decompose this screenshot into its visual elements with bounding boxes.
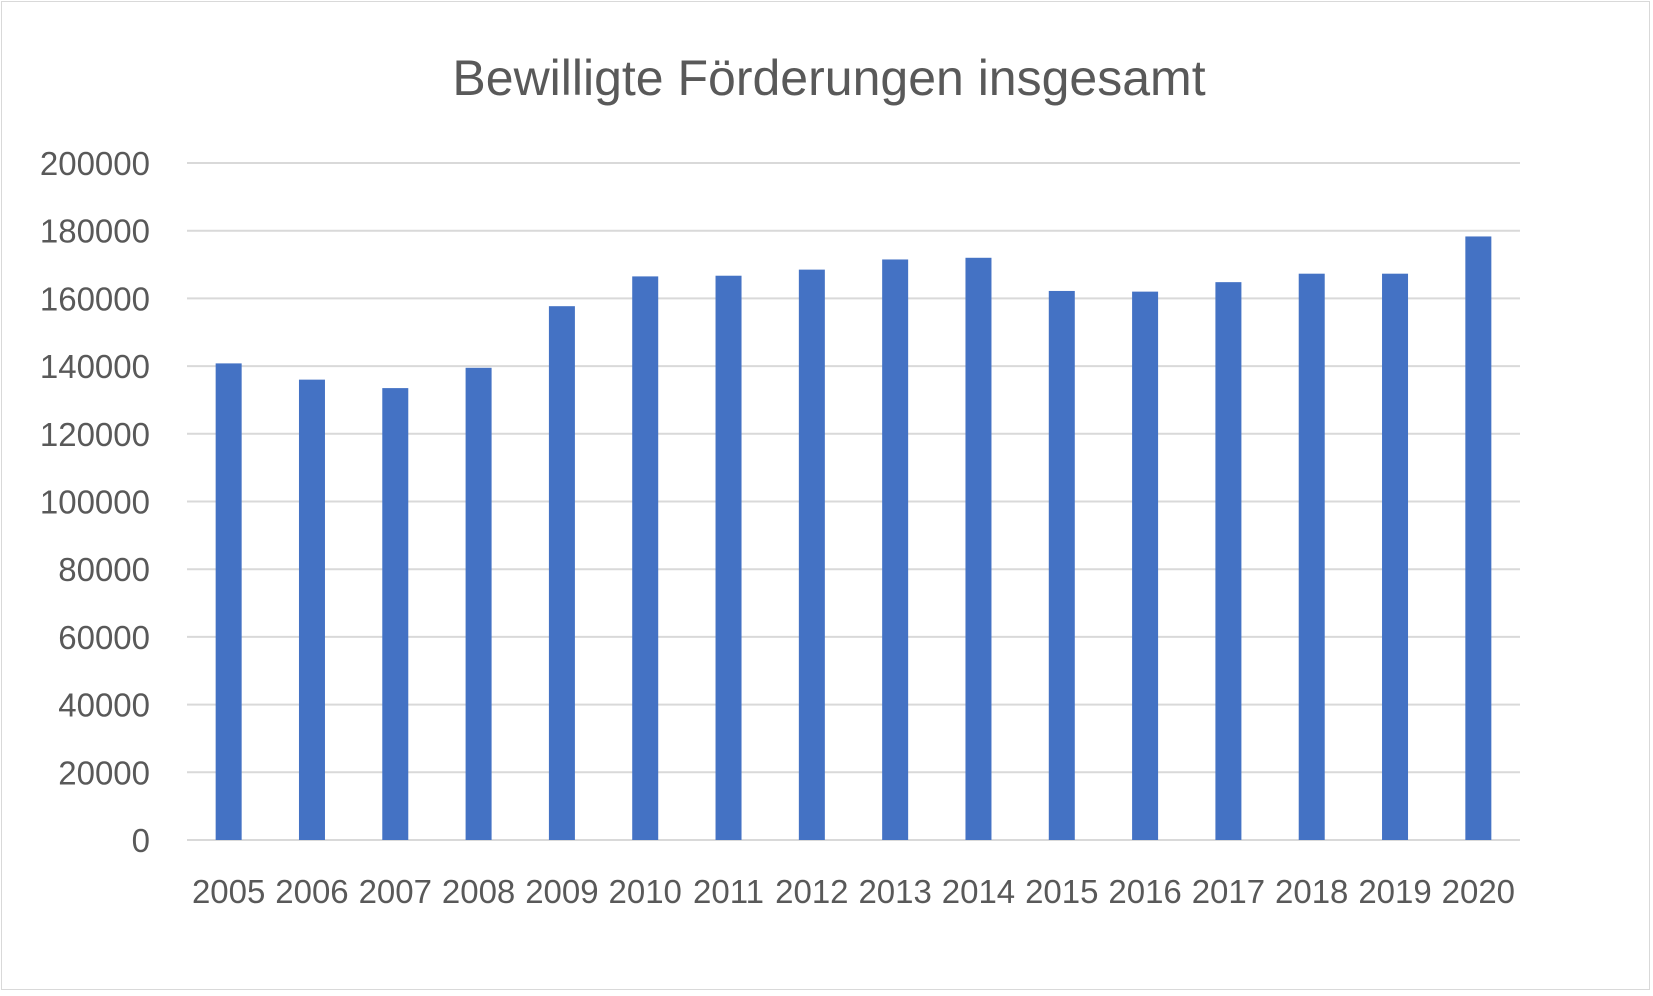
x-tick-label: 2016 xyxy=(1108,873,1181,910)
x-tick-label: 2008 xyxy=(442,873,515,910)
y-tick-label: 20000 xyxy=(58,754,150,791)
bar-2007 xyxy=(382,388,409,840)
y-axis-ticks: 0 20000 40000 60000 80000 100000 120000 140000 1… xyxy=(40,145,150,859)
y-tick-label: 180000 xyxy=(40,213,150,250)
x-tick-label: 2018 xyxy=(1275,873,1348,910)
x-tick-label: 2009 xyxy=(525,873,598,910)
bar-2008 xyxy=(465,367,492,840)
y-tick-label: 140000 xyxy=(40,348,150,385)
y-tick-label: 0 xyxy=(132,822,150,859)
bar-2013 xyxy=(882,259,909,840)
bar-2011 xyxy=(715,275,742,841)
bar-2005 xyxy=(215,363,242,840)
bar-2015 xyxy=(1048,290,1075,840)
bar-2010 xyxy=(632,276,659,841)
x-tick-label: 2019 xyxy=(1358,873,1431,910)
y-tick-label: 40000 xyxy=(58,687,150,724)
y-tick-label: 100000 xyxy=(40,484,150,521)
x-tick-label: 2013 xyxy=(858,873,931,910)
bar-2016 xyxy=(1132,291,1159,840)
bar-2009 xyxy=(548,306,575,840)
x-tick-label: 2012 xyxy=(775,873,848,910)
x-tick-label: 2017 xyxy=(1192,873,1265,910)
chart-title: Bewilligte Förderungen insgesamt xyxy=(452,50,1205,106)
bar-2020 xyxy=(1465,236,1492,841)
gridlines xyxy=(187,162,1520,841)
y-tick-label: 60000 xyxy=(58,619,150,656)
bar-2018 xyxy=(1298,273,1325,840)
bars xyxy=(215,236,1492,841)
x-tick-label: 2011 xyxy=(693,873,764,910)
x-tick-label: 2010 xyxy=(609,873,682,910)
x-tick-label: 2015 xyxy=(1025,873,1098,910)
y-tick-label: 200000 xyxy=(40,145,150,182)
bar-2012 xyxy=(798,269,825,840)
y-tick-label: 80000 xyxy=(58,551,150,588)
x-tick-label: 2006 xyxy=(275,873,348,910)
x-tick-label: 2014 xyxy=(942,873,1015,910)
x-tick-label: 2020 xyxy=(1442,873,1515,910)
x-tick-label: 2005 xyxy=(192,873,265,910)
bar-2019 xyxy=(1382,273,1409,840)
bar-2014 xyxy=(965,257,992,840)
y-tick-label: 120000 xyxy=(40,416,150,453)
y-tick-label: 160000 xyxy=(40,280,150,317)
x-axis-ticks: 2005 2006 2007 2008 2009 2010 2011 2012 2013 2014… xyxy=(192,873,1515,910)
bar-2006 xyxy=(298,379,325,840)
x-tick-label: 2007 xyxy=(359,873,432,910)
bar-2017 xyxy=(1215,282,1242,841)
